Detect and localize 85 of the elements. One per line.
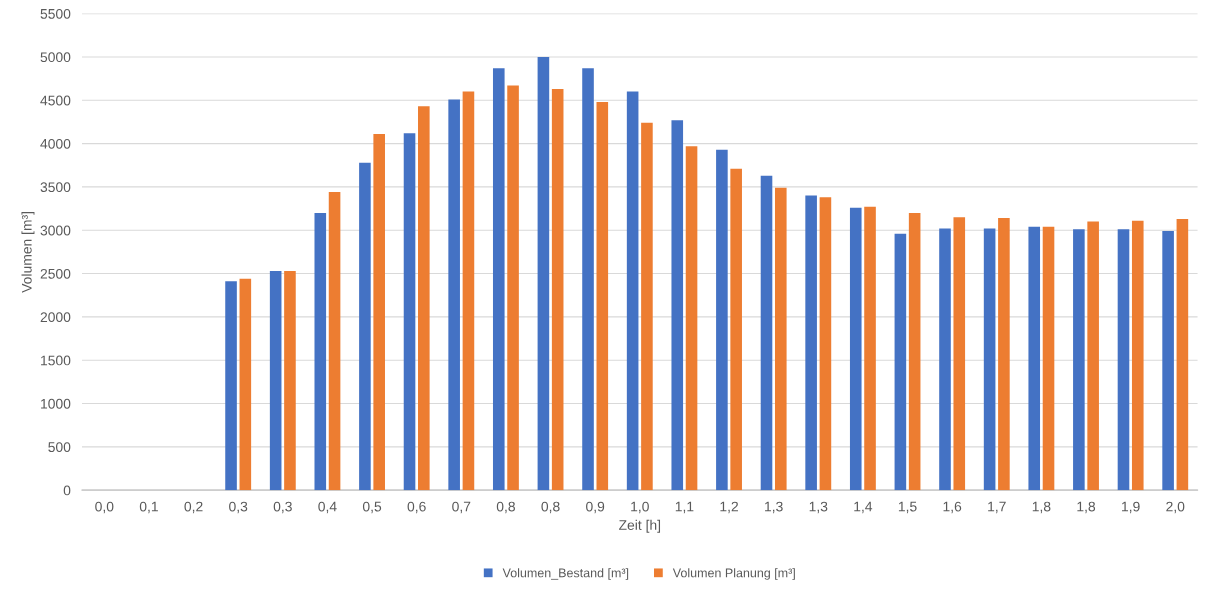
x-tick-label: 0,6	[407, 501, 426, 514]
bar	[819, 197, 832, 491]
bar	[685, 146, 698, 491]
bar	[805, 195, 817, 491]
x-tick-label: 0,5	[362, 501, 382, 514]
bar	[1073, 229, 1085, 491]
bar	[328, 192, 341, 491]
bar	[284, 270, 296, 491]
y-tick-label: 3000	[40, 225, 71, 236]
x-tick-label: 0,7	[452, 501, 471, 514]
x-tick-label: 2,0	[1166, 501, 1185, 514]
x-axis-title: Zeit [h]	[619, 519, 661, 533]
x-tick-label: 0,2	[184, 501, 203, 514]
bar	[537, 56, 550, 491]
x-tick-label: 1,3	[765, 501, 783, 514]
x-tick-label: 1,1	[675, 501, 694, 514]
legend-label: Volumen Planung [m³]	[672, 568, 795, 580]
bar	[1042, 226, 1055, 491]
y-tick-label: 3500	[40, 182, 71, 193]
bar	[1131, 220, 1144, 491]
x-tick-label: 1,3	[809, 501, 828, 514]
bar	[596, 102, 609, 491]
x-tick-label: 1,5	[898, 501, 917, 514]
x-tick-label: 0,8	[541, 501, 560, 514]
x-tick-label: 0,9	[586, 501, 605, 514]
bar	[225, 281, 237, 491]
x-tick-label: 0,4	[318, 501, 337, 514]
bar	[314, 212, 327, 491]
bar	[269, 270, 282, 491]
y-tick-label: 5500	[40, 8, 71, 19]
bar	[983, 228, 996, 491]
bar	[1087, 221, 1099, 491]
bar	[849, 207, 862, 491]
y-tick-label: 4000	[40, 138, 71, 149]
bar	[626, 91, 639, 491]
x-tick-label: 1,2	[720, 501, 738, 514]
y-tick-label: 2500	[40, 268, 71, 279]
bar	[939, 228, 951, 491]
bar	[359, 162, 371, 491]
x-tick-label: 1,7	[988, 501, 1006, 514]
y-tick-label: 2000	[40, 312, 71, 323]
bar	[239, 278, 252, 491]
bar	[908, 212, 921, 491]
x-tick-label: 0,3	[229, 501, 248, 514]
bar	[864, 206, 876, 491]
bar	[730, 168, 742, 491]
bar	[894, 233, 907, 491]
x-tick-label: 1,6	[943, 501, 962, 514]
x-tick-label: 1,0	[631, 501, 649, 514]
bar	[492, 68, 505, 491]
bar	[1162, 231, 1174, 491]
bar	[998, 218, 1010, 491]
bar	[403, 133, 416, 491]
bar	[1028, 226, 1041, 491]
y-tick-label: 5000	[40, 52, 71, 63]
bar	[774, 187, 787, 491]
y-axis-title: Volumen [m³]	[21, 211, 35, 293]
bar	[418, 106, 430, 491]
bar	[953, 217, 966, 491]
y-tick-label: 4500	[40, 95, 71, 106]
bar	[1117, 229, 1130, 491]
bar	[448, 99, 460, 491]
x-tick-label: 1,9	[1122, 501, 1140, 514]
x-tick-label: 1,8	[1032, 501, 1051, 514]
x-tick-label: 1,8	[1077, 501, 1096, 514]
x-tick-label: 0,8	[496, 501, 515, 514]
y-tick-label: 500	[48, 442, 71, 453]
legend-label: Volumen_Bestand [m³]	[502, 568, 629, 580]
bar	[716, 149, 728, 491]
bar	[760, 175, 773, 491]
x-tick-label: 0,3	[273, 501, 292, 514]
y-tick-label: 1000	[41, 398, 71, 409]
x-tick-label: 0,1	[139, 501, 158, 514]
x-tick-label: 0,0	[95, 501, 114, 514]
bar	[462, 91, 475, 491]
bar	[641, 122, 653, 491]
x-tick-label: 1,4	[854, 501, 873, 514]
bar	[373, 134, 385, 491]
y-tick-label: 1500	[41, 355, 71, 366]
bar	[671, 120, 684, 491]
bar	[582, 68, 594, 491]
bar	[1176, 218, 1189, 491]
bar	[507, 85, 519, 491]
y-tick-label: 0	[63, 485, 71, 496]
bar	[551, 89, 564, 491]
